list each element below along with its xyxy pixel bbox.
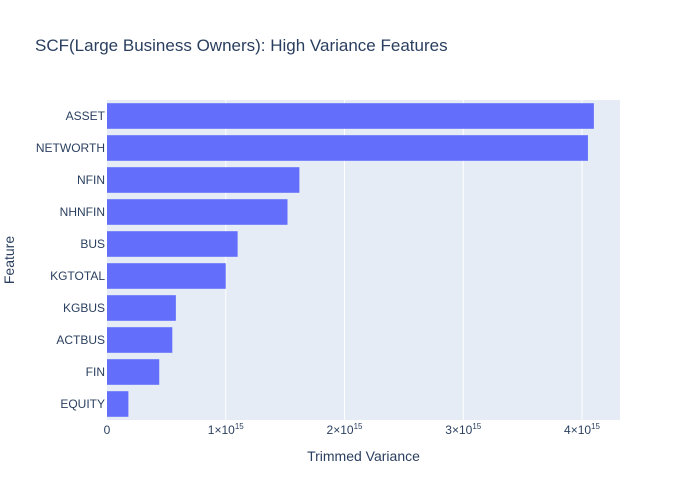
x-tick-label: 3×1015 xyxy=(445,422,481,437)
x-tick-labels: 0 1×1015 2×1015 3×1015 4×1015 xyxy=(104,422,601,437)
x-tick-label: 2×1015 xyxy=(327,422,363,437)
y-tick-label: EQUITY xyxy=(60,397,105,411)
chart-title: SCF(Large Business Owners): High Varianc… xyxy=(35,36,448,55)
y-tick-label: NETWORTH xyxy=(36,141,105,155)
bar-equity[interactable] xyxy=(107,391,129,417)
bar-bus[interactable] xyxy=(107,231,238,257)
bar-kgtotal[interactable] xyxy=(107,263,226,289)
bar-networth[interactable] xyxy=(107,135,588,161)
y-tick-label: FIN xyxy=(86,365,105,379)
bar-nfin[interactable] xyxy=(107,167,300,193)
y-axis-title: Feature xyxy=(1,236,17,284)
bar-nhnfin[interactable] xyxy=(107,199,288,225)
x-tick-label: 1×1015 xyxy=(208,422,244,437)
x-axis-title: Trimmed Variance xyxy=(307,448,420,464)
bar-kgbus[interactable] xyxy=(107,295,176,321)
y-tick-label: NFIN xyxy=(77,173,105,187)
bar-actbus[interactable] xyxy=(107,327,173,353)
bar-fin[interactable] xyxy=(107,359,160,385)
y-tick-label: KGBUS xyxy=(63,301,105,315)
bars xyxy=(107,103,594,417)
x-tick-label: 4×1015 xyxy=(564,422,600,437)
y-tick-labels: EQUITY FIN ACTBUS KGBUS KGTOTAL BUS NHNFIN NFIN… xyxy=(36,109,106,411)
y-tick-label: BUS xyxy=(80,237,105,251)
y-tick-label: NHNFIN xyxy=(60,205,105,219)
y-tick-label: ASSET xyxy=(66,109,106,123)
bar-asset[interactable] xyxy=(107,103,594,129)
y-tick-label: KGTOTAL xyxy=(50,269,105,283)
x-tick-label: 0 xyxy=(104,423,111,437)
y-tick-label: ACTBUS xyxy=(56,333,105,347)
